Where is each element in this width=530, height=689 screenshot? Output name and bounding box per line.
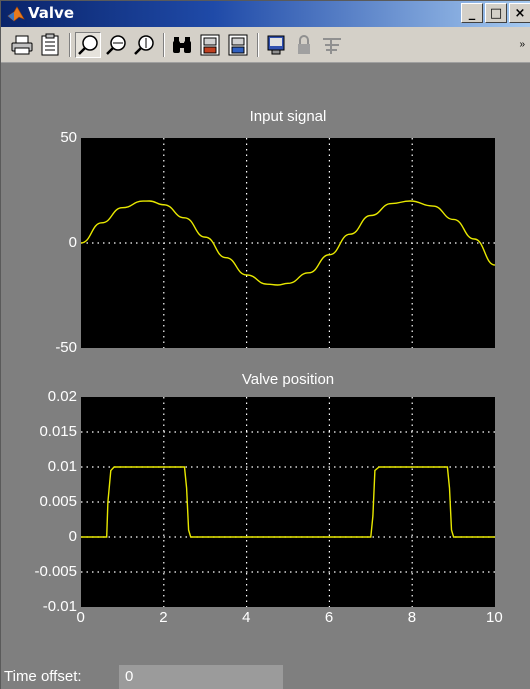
floating-scope-icon[interactable]: [263, 32, 289, 58]
status-bar: Time offset: 0: [1, 663, 530, 689]
y-tick-label: 0.02: [47, 388, 77, 405]
save-axes-icon[interactable]: [197, 32, 223, 58]
chart-title-input-signal: Input signal: [249, 108, 327, 125]
x-tick-label: 2: [159, 609, 168, 626]
zoom-y-icon[interactable]: [131, 32, 157, 58]
y-tick-label: 0.005: [39, 493, 77, 510]
zoom-icon[interactable]: [75, 32, 101, 58]
x-tick-label: 10: [486, 609, 503, 626]
time-offset-value: 0: [125, 668, 134, 685]
signal-selection-icon[interactable]: [319, 32, 345, 58]
input-signal-svg: [80, 138, 496, 348]
y-tick-label: -50: [55, 339, 77, 356]
toolbar: »: [1, 27, 530, 63]
title-bar[interactable]: Valve _ □ ×: [1, 1, 530, 27]
y-tick-label: 0: [68, 234, 77, 251]
valve-position-plot[interactable]: [81, 397, 495, 607]
valve-position-svg: [81, 397, 495, 607]
chart-title-valve-position: Valve position: [241, 371, 335, 388]
minimize-button[interactable]: _: [461, 3, 483, 23]
autoscale-icon[interactable]: [169, 32, 195, 58]
print-icon[interactable]: [9, 32, 35, 58]
matlab-logo-icon: [7, 6, 25, 22]
y-tick-label: 50: [60, 129, 77, 146]
zoom-x-icon[interactable]: [103, 32, 129, 58]
time-offset-label: Time offset:: [4, 668, 82, 685]
series-line: [81, 466, 495, 538]
y-tick-label: -0.005: [34, 563, 77, 580]
x-tick-label: 4: [242, 609, 251, 626]
time-offset-field: 0: [119, 665, 283, 689]
y-tick-label: 0.015: [39, 423, 77, 440]
y-tick-label: 0: [68, 528, 77, 545]
toolbar-overflow-icon[interactable]: »: [519, 39, 525, 50]
scope-display: Input signal Valve position 50 0 -50 0.02 0.…: [1, 63, 530, 663]
y-tick-label: -0.01: [42, 598, 77, 615]
close-button[interactable]: ×: [509, 3, 530, 23]
parameters-icon[interactable]: [37, 32, 63, 58]
lock-axes-icon[interactable]: [291, 32, 317, 58]
series-line: [80, 200, 496, 286]
x-tick-label: 6: [324, 609, 334, 626]
y-tick-label: 0.01: [47, 458, 77, 475]
x-tick-label: 0: [76, 609, 85, 626]
x-tick-label: 8: [407, 609, 417, 626]
maximize-button[interactable]: □: [485, 3, 507, 23]
window-title: Valve: [28, 4, 75, 22]
input-signal-plot[interactable]: [80, 138, 496, 348]
restore-axes-icon[interactable]: [225, 32, 251, 58]
